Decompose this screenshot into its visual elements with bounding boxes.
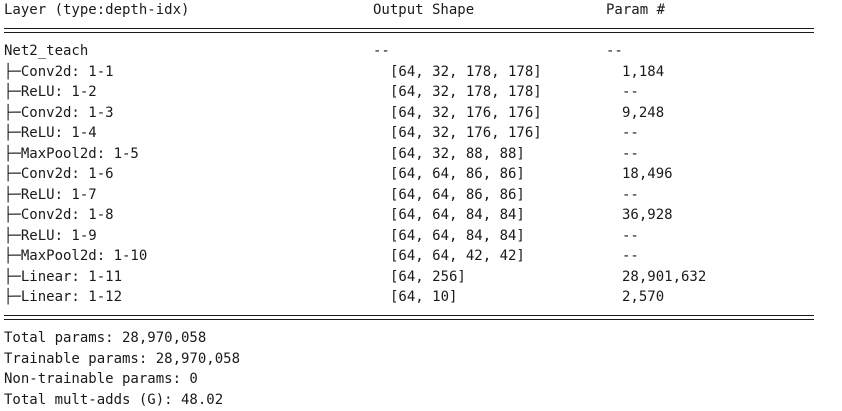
total-params-line: Total params: 28,970,058: [4, 330, 207, 346]
model-output-shape: --: [373, 43, 390, 59]
layer-name: ├─MaxPool2d: 1-5: [4, 145, 139, 162]
layer-param-count: 1,184: [622, 63, 665, 80]
layer-output-shape: [64, 64, 42, 42]: [390, 248, 525, 264]
layer-row: ├─Conv2d: 1-8 [64, 64, 84, 84] 36,928: [4, 205, 838, 226]
layer-row: ├─MaxPool2d: 1-10 [64, 64, 42, 42] --: [4, 246, 838, 267]
layer-output-shape: [64, 32, 88, 88]: [390, 145, 525, 162]
model-name: Net2_teach: [4, 43, 89, 59]
layer-param-count: --: [622, 145, 639, 162]
layer-output-shape: [64, 64, 84, 84]: [390, 227, 525, 244]
layer-row: ├─Conv2d: 1-3 [64, 32, 176, 176] 9,248: [4, 103, 838, 124]
model-row: Net2_teach -- --: [4, 41, 838, 62]
layer-name: ├─Linear: 1-11: [4, 268, 123, 285]
layer-param-count: --: [622, 248, 639, 264]
layer-param-count: --: [622, 186, 639, 203]
total-mult-adds-line: Total mult-adds (G): 48.02: [4, 391, 224, 408]
layer-row: ├─ReLU: 1-7 [64, 64, 86, 86] --: [4, 185, 838, 206]
layer-output-shape: [64, 32, 176, 176]: [390, 125, 542, 141]
layer-output-shape: [64, 64, 86, 86]: [390, 186, 525, 203]
layer-row: ├─Conv2d: 1-6 [64, 64, 86, 86] 18,496: [4, 164, 838, 185]
layer-param-count: --: [622, 227, 639, 244]
separator-line: [4, 308, 838, 329]
layer-name: ├─Linear: 1-12: [4, 289, 123, 305]
layer-name: ├─Conv2d: 1-1: [4, 63, 114, 80]
layer-name: ├─ReLU: 1-2: [4, 84, 97, 100]
layer-row: ├─Linear: 1-12 [64, 10] 2,570: [4, 287, 838, 308]
layer-output-shape: [64, 32, 178, 178]: [390, 84, 542, 100]
layer-name: ├─ReLU: 1-4: [4, 125, 97, 141]
model-param-count: --: [606, 43, 623, 59]
layer-row: ├─Conv2d: 1-1 [64, 32, 178, 178] 1,184: [4, 62, 838, 83]
layer-column-header: Layer (type:depth-idx): [4, 2, 190, 18]
param-column-header: Param #: [606, 2, 666, 18]
layer-row: ├─MaxPool2d: 1-5 [64, 32, 88, 88] --: [4, 144, 838, 165]
layer-param-count: --: [622, 125, 639, 141]
layer-param-count: 18,496: [622, 166, 673, 182]
layer-output-shape: [64, 32, 176, 176]: [390, 104, 542, 121]
layer-output-shape: [64, 10]: [390, 289, 458, 305]
layer-row: ├─Linear: 1-11 [64, 256] 28,901,632: [4, 267, 838, 288]
layer-output-shape: [64, 64, 84, 84]: [390, 207, 525, 223]
layer-param-count: --: [622, 84, 639, 100]
layer-param-count: 28,901,632: [622, 268, 707, 285]
layer-name: ├─Conv2d: 1-6: [4, 166, 114, 182]
layer-name: ├─Conv2d: 1-3: [4, 104, 114, 121]
layer-param-count: 2,570: [622, 289, 665, 305]
layer-name: ├─Conv2d: 1-8: [4, 207, 114, 223]
layer-row: ├─ReLU: 1-4 [64, 32, 176, 176] --: [4, 123, 838, 144]
non-trainable-params-line: Non-trainable params: 0: [4, 371, 198, 387]
separator-line: [4, 21, 838, 42]
layer-output-shape: [64, 64, 86, 86]: [390, 166, 525, 182]
layer-row: ├─ReLU: 1-9 [64, 64, 84, 84] --: [4, 226, 838, 247]
layer-name: ├─ReLU: 1-9: [4, 227, 97, 244]
layer-row: ├─ReLU: 1-2 [64, 32, 178, 178] --: [4, 82, 838, 103]
layer-name: ├─MaxPool2d: 1-10: [4, 248, 148, 264]
header-row: Layer (type:depth-idx) Output Shape Para…: [4, 0, 838, 21]
trainable-params-line: Trainable params: 28,970,058: [4, 350, 241, 367]
layer-param-count: 9,248: [622, 104, 665, 121]
output-shape-column-header: Output Shape: [373, 2, 475, 18]
layer-output-shape: [64, 256]: [390, 268, 466, 285]
layer-output-shape: [64, 32, 178, 178]: [390, 63, 542, 80]
model-summary: Layer (type:depth-idx) Output Shape Para…: [4, 0, 838, 410]
layer-name: ├─ReLU: 1-7: [4, 186, 97, 203]
layer-param-count: 36,928: [622, 207, 673, 223]
